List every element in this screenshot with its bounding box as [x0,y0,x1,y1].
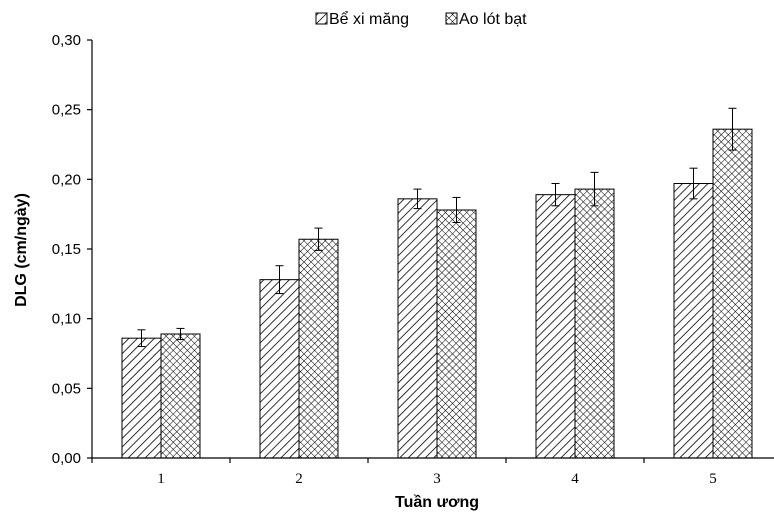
legend-swatch-series-2 [445,12,458,25]
x-axis-title: Tuần ương [395,494,479,511]
y-axis-title: DLG (cm/ngày) [13,193,30,307]
legend: Bể xi măng Ao lót bạt [315,10,527,28]
bar-series-2-cat-4 [574,188,615,459]
bars [121,128,753,459]
bar-series-1-cat-2 [259,279,300,459]
y-tick-label: 0,15 [52,241,81,258]
bar-series-1-cat-3 [397,198,438,459]
y-tick-label: 0,05 [52,380,81,397]
bar-series-2-cat-2 [298,238,339,459]
legend-swatch-series-1 [315,12,328,25]
y-axis-ticks: 0,00 0,05 0,10 0,15 0,20 0,25 0,30 [52,32,92,467]
x-tick-label: 4 [571,471,579,487]
x-tick-label: 2 [295,471,303,487]
x-tick-label: 5 [709,471,717,487]
x-axis-ticks: 1 2 3 4 5 [91,458,717,487]
bar-series-1-cat-4 [535,194,576,459]
y-tick-label: 0,25 [52,102,81,119]
bar-series-2-cat-3 [436,209,477,459]
y-tick-label: 0,30 [52,32,81,49]
y-tick-label: 0,00 [52,450,81,467]
bar-series-2-cat-1 [160,333,201,459]
x-tick-label: 1 [157,471,165,487]
bar-series-2-cat-5 [712,128,753,459]
y-tick-label: 0,20 [52,171,81,188]
bar-series-1-cat-1 [121,337,162,459]
x-tick-label: 3 [433,471,441,487]
y-tick-label: 0,10 [52,311,81,328]
legend-label-series-1: Bể xi măng [329,10,409,28]
legend-label-series-2: Ao lót bạt [459,11,527,28]
error-bars [137,107,737,348]
bar-series-1-cat-5 [673,183,714,459]
